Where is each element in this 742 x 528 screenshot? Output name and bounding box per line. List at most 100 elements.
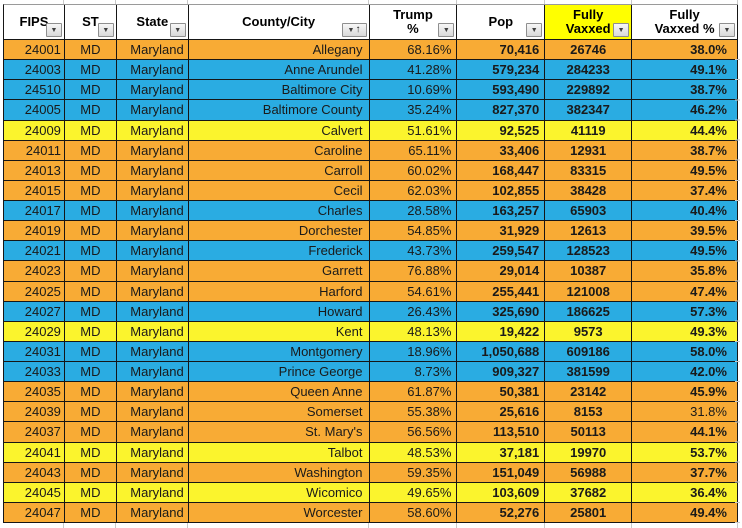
cell-fips[interactable]: 24031 <box>4 341 65 361</box>
cell-fully_vaxxed_pct[interactable]: 44.1% <box>632 422 738 442</box>
cell-trump_pct[interactable]: 55.38% <box>370 402 458 422</box>
cell-fully_vaxxed[interactable]: 186625 <box>545 301 633 321</box>
cell-fully_vaxxed[interactable]: 23142 <box>545 382 633 402</box>
cell-fips[interactable]: 24039 <box>4 402 65 422</box>
cell-st[interactable]: MD <box>65 120 117 140</box>
cell-pop[interactable]: 92,525 <box>457 120 546 140</box>
cell-county[interactable]: Worcester <box>189 502 370 522</box>
filter-st-button[interactable]: ▼ <box>97 23 114 37</box>
cell-pop[interactable]: 50,381 <box>457 382 546 402</box>
cell-trump_pct[interactable]: 35.24% <box>370 100 458 120</box>
cell-fully_vaxxed[interactable]: 8153 <box>545 402 633 422</box>
cell-pop[interactable]: 168,447 <box>457 160 546 180</box>
cell-fips[interactable]: 24003 <box>4 60 65 80</box>
cell-st[interactable]: MD <box>65 301 117 321</box>
cell-fully_vaxxed[interactable]: 41119 <box>545 120 633 140</box>
cell-state[interactable]: Maryland <box>117 281 189 301</box>
cell-state[interactable]: Maryland <box>117 201 189 221</box>
cell-fully_vaxxed_pct[interactable]: 44.4% <box>632 120 738 140</box>
cell-st[interactable]: MD <box>65 362 117 382</box>
cell-st[interactable]: MD <box>65 462 117 482</box>
cell-county[interactable]: Calvert <box>189 120 370 140</box>
cell-state[interactable]: Maryland <box>117 221 189 241</box>
cell-trump_pct[interactable]: 10.69% <box>370 80 458 100</box>
cell-pop[interactable]: 163,257 <box>457 201 546 221</box>
cell-pop[interactable]: 29,014 <box>457 261 546 281</box>
cell-county[interactable]: Anne Arundel <box>189 60 370 80</box>
cell-pop[interactable]: 25,616 <box>457 402 546 422</box>
cell-state[interactable]: Maryland <box>117 301 189 321</box>
cell-fully_vaxxed[interactable]: 229892 <box>545 80 633 100</box>
cell-pop[interactable]: 325,690 <box>457 301 546 321</box>
cell-fips[interactable]: 24033 <box>4 362 65 382</box>
cell-state[interactable]: Maryland <box>117 100 189 120</box>
cell-state[interactable]: Maryland <box>117 261 189 281</box>
cell-trump_pct[interactable]: 58.60% <box>370 502 458 522</box>
cell-st[interactable]: MD <box>65 422 117 442</box>
cell-fully_vaxxed[interactable]: 56988 <box>545 462 633 482</box>
cell-pop[interactable]: 259,547 <box>457 241 546 261</box>
filter-fully_vaxxed-button[interactable]: ▼ <box>613 23 630 37</box>
cell-county[interactable]: Kent <box>189 321 370 341</box>
cell-st[interactable]: MD <box>65 261 117 281</box>
cell-fips[interactable]: 24025 <box>4 281 65 301</box>
cell-st[interactable]: MD <box>65 341 117 361</box>
cell-state[interactable]: Maryland <box>117 120 189 140</box>
cell-fips[interactable]: 24011 <box>4 140 65 160</box>
cell-fully_vaxxed_pct[interactable]: 49.3% <box>632 321 738 341</box>
cell-fips[interactable]: 24047 <box>4 502 65 522</box>
cell-st[interactable]: MD <box>65 140 117 160</box>
cell-fully_vaxxed_pct[interactable]: 38.0% <box>632 40 738 60</box>
cell-st[interactable]: MD <box>65 281 117 301</box>
cell-fully_vaxxed_pct[interactable]: 37.7% <box>632 462 738 482</box>
cell-county[interactable]: Cecil <box>189 180 370 200</box>
filter-pop-button[interactable]: ▼ <box>526 23 543 37</box>
cell-fully_vaxxed_pct[interactable]: 31.8% <box>632 402 738 422</box>
cell-fully_vaxxed[interactable]: 19970 <box>545 442 633 462</box>
cell-trump_pct[interactable]: 48.53% <box>370 442 458 462</box>
cell-st[interactable]: MD <box>65 402 117 422</box>
cell-fips[interactable]: 24029 <box>4 321 65 341</box>
cell-trump_pct[interactable]: 62.03% <box>370 180 458 200</box>
cell-st[interactable]: MD <box>65 221 117 241</box>
cell-county[interactable]: Talbot <box>189 442 370 462</box>
cell-county[interactable]: Baltimore County <box>189 100 370 120</box>
cell-trump_pct[interactable]: 18.96% <box>370 341 458 361</box>
cell-county[interactable]: Howard <box>189 301 370 321</box>
cell-county[interactable]: Montgomery <box>189 341 370 361</box>
cell-fully_vaxxed_pct[interactable]: 36.4% <box>632 482 738 502</box>
cell-fully_vaxxed[interactable]: 26746 <box>545 40 633 60</box>
cell-county[interactable]: St. Mary's <box>189 422 370 442</box>
cell-fully_vaxxed[interactable]: 38428 <box>545 180 633 200</box>
cell-trump_pct[interactable]: 26.43% <box>370 301 458 321</box>
cell-fips[interactable]: 24019 <box>4 221 65 241</box>
cell-fully_vaxxed_pct[interactable]: 49.5% <box>632 241 738 261</box>
cell-fips[interactable]: 24017 <box>4 201 65 221</box>
cell-st[interactable]: MD <box>65 502 117 522</box>
cell-trump_pct[interactable]: 56.56% <box>370 422 458 442</box>
cell-trump_pct[interactable]: 68.16% <box>370 40 458 60</box>
cell-st[interactable]: MD <box>65 160 117 180</box>
cell-fully_vaxxed_pct[interactable]: 57.3% <box>632 301 738 321</box>
cell-state[interactable]: Maryland <box>117 382 189 402</box>
cell-county[interactable]: Frederick <box>189 241 370 261</box>
cell-fully_vaxxed[interactable]: 37682 <box>545 482 633 502</box>
cell-trump_pct[interactable]: 41.28% <box>370 60 458 80</box>
cell-st[interactable]: MD <box>65 180 117 200</box>
cell-st[interactable]: MD <box>65 40 117 60</box>
cell-state[interactable]: Maryland <box>117 241 189 261</box>
cell-fips[interactable]: 24021 <box>4 241 65 261</box>
cell-pop[interactable]: 151,049 <box>457 462 546 482</box>
cell-fully_vaxxed_pct[interactable]: 37.4% <box>632 180 738 200</box>
cell-st[interactable]: MD <box>65 382 117 402</box>
cell-fips[interactable]: 24041 <box>4 442 65 462</box>
cell-pop[interactable]: 255,441 <box>457 281 546 301</box>
cell-fully_vaxxed[interactable]: 10387 <box>545 261 633 281</box>
cell-pop[interactable]: 19,422 <box>457 321 546 341</box>
cell-state[interactable]: Maryland <box>117 422 189 442</box>
cell-state[interactable]: Maryland <box>117 160 189 180</box>
cell-trump_pct[interactable]: 61.87% <box>370 382 458 402</box>
cell-pop[interactable]: 827,370 <box>457 100 546 120</box>
cell-fully_vaxxed_pct[interactable]: 47.4% <box>632 281 738 301</box>
cell-fully_vaxxed_pct[interactable]: 46.2% <box>632 100 738 120</box>
